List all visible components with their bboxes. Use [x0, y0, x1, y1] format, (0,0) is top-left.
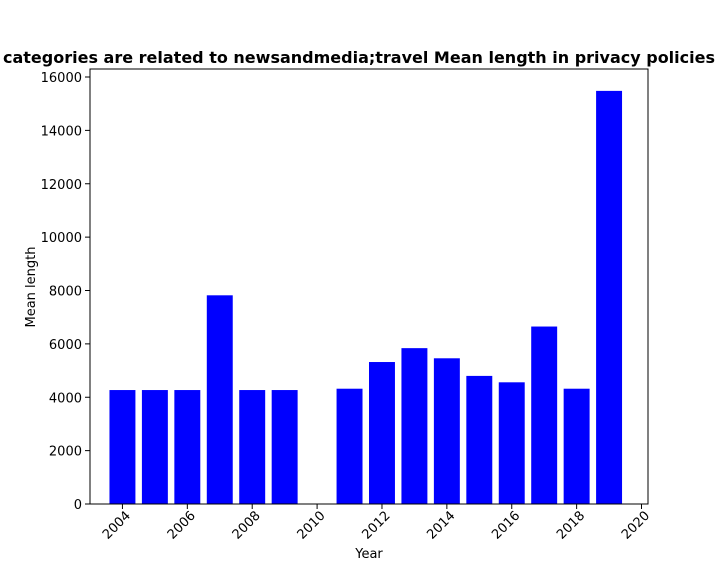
x-tick-label-2018: 2018	[554, 509, 588, 543]
x-axis-label: Year	[354, 547, 383, 562]
bar-2013	[401, 348, 428, 504]
y-tick-label-0: 0	[74, 498, 82, 513]
bar-2011	[336, 388, 363, 504]
y-tick-label-8000: 8000	[49, 285, 82, 300]
y-tick-label-12000: 12000	[41, 178, 82, 193]
chart-title: categories are related to newsandmedia;t…	[3, 48, 715, 67]
x-tick-label-2008: 2008	[230, 509, 264, 543]
bar-2005	[141, 390, 168, 504]
bar-2004	[109, 390, 136, 504]
bar-2019	[596, 90, 623, 505]
bar-2012	[369, 362, 395, 504]
x-tick-label-2004: 2004	[100, 509, 134, 543]
y-tick-label-16000: 16000	[41, 71, 82, 86]
x-tick-label-2010: 2010	[295, 509, 329, 543]
x-tick-label-2006: 2006	[165, 509, 199, 543]
bar-2015	[466, 375, 493, 504]
x-axis-ticks: 2004 2006 2008 2010 2012 2014 2016 2018 2020	[100, 504, 653, 543]
y-tick-label-2000: 2000	[49, 445, 82, 460]
bars-group	[109, 90, 623, 505]
x-tick-label-2020: 2020	[619, 509, 653, 543]
y-tick-label-6000: 6000	[49, 338, 82, 353]
bar-2018	[563, 388, 590, 504]
x-tick-label-2016: 2016	[489, 509, 523, 543]
bar-2007	[206, 295, 233, 504]
bar-2016	[498, 382, 525, 504]
bar-2009	[271, 390, 298, 504]
plot-frame	[89, 68, 649, 505]
bar-2008	[239, 390, 266, 504]
bar-2014	[433, 358, 460, 504]
bar-2017	[531, 326, 558, 504]
y-axis-label: Mean length	[24, 247, 39, 328]
y-tick-label-4000: 4000	[49, 391, 82, 406]
y-axis-ticks: 0 2000 4000 6000 8000 10000 12000 14000 16000	[41, 71, 90, 513]
y-tick-label-14000: 14000	[41, 124, 82, 139]
y-tick-label-10000: 10000	[41, 231, 82, 246]
bar-2006	[174, 390, 201, 504]
x-tick-label-2012: 2012	[359, 509, 393, 543]
x-tick-label-2014: 2014	[424, 509, 458, 543]
